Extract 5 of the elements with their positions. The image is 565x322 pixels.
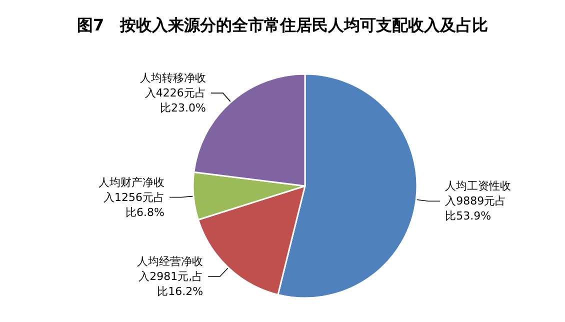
slice-label: 人均工资性收入9889元占比53.9% <box>445 180 512 223</box>
chart-title: 图7 按收入来源分的全市常住居民人均可支配收入及占比 <box>76 16 488 34</box>
slice-label: 人均财产净收入1256元占比6.8% <box>98 176 165 219</box>
slice-label: 人均转移净收入4226元占比23.0% <box>140 72 206 115</box>
slice-label: 人均经营净收入2981元,占比16.2% <box>137 254 204 298</box>
